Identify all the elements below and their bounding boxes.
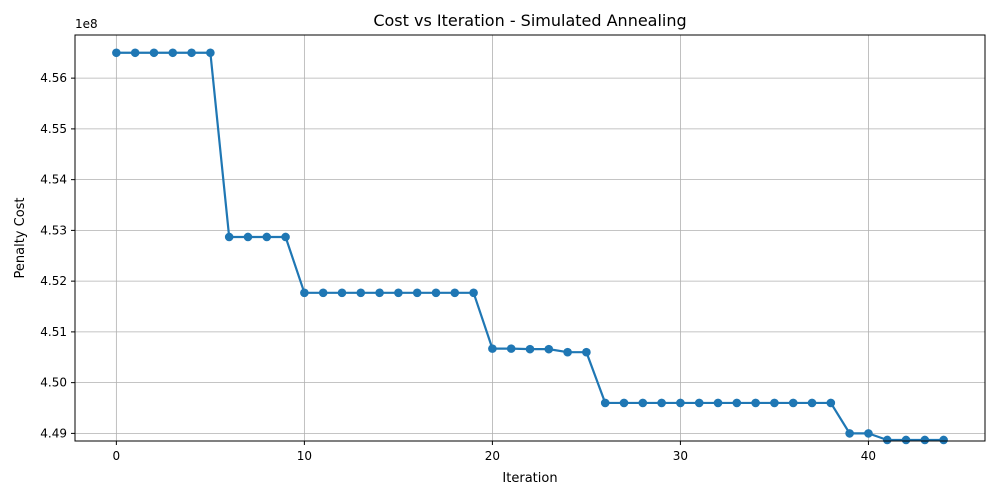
y-tick-label: 4.54 <box>40 173 67 187</box>
axis-ticks: 0 10 20 30 40 4.49 4.50 4.51 4.52 4.53 4.54 4.55 4.5… <box>40 71 876 463</box>
grid <box>75 35 985 441</box>
y-tick-label: 4.51 <box>40 325 67 339</box>
data-point <box>864 429 873 438</box>
data-point <box>826 398 836 408</box>
y-tick-label: 4.50 <box>40 376 67 390</box>
x-tick-label: 20 <box>485 449 500 463</box>
data-point <box>920 435 930 445</box>
data-point <box>770 398 779 408</box>
data-point <box>619 398 629 408</box>
data-point <box>318 288 328 298</box>
data-point <box>713 398 723 408</box>
data-point <box>375 288 384 298</box>
y-tick-label: 4.49 <box>40 426 67 440</box>
y-axis-title: Penalty Cost <box>13 197 28 278</box>
data-point <box>600 398 610 408</box>
data-point <box>563 347 572 357</box>
series-layer <box>112 48 948 445</box>
data-point <box>882 435 892 445</box>
y-tick-label: 4.52 <box>40 274 67 288</box>
data-point <box>469 288 478 298</box>
y-tick-label: 4.55 <box>40 122 67 136</box>
data-point <box>525 344 535 354</box>
data-point <box>939 435 948 445</box>
x-tick-label: 40 <box>861 449 876 463</box>
data-point <box>901 435 911 445</box>
data-point <box>187 48 196 58</box>
data-point <box>788 398 798 408</box>
data-point <box>807 398 817 408</box>
data-point <box>582 347 591 357</box>
y-tick-label: 4.56 <box>40 71 67 85</box>
x-tick-label: 0 <box>113 449 121 463</box>
data-point <box>506 344 516 353</box>
data-point <box>149 48 159 58</box>
data-point <box>281 232 290 242</box>
data-point <box>224 232 234 242</box>
plot-area-frame <box>74 34 986 442</box>
data-point <box>356 288 366 298</box>
series-line <box>116 51 944 442</box>
data-point <box>262 232 272 242</box>
data-point <box>206 48 215 58</box>
data-point <box>638 398 648 408</box>
data-point <box>130 48 140 58</box>
data-point <box>845 429 854 438</box>
data-point <box>732 398 742 408</box>
data-point <box>337 288 347 298</box>
x-axis-title: Iteration <box>502 471 557 486</box>
data-point <box>394 288 403 298</box>
data-point <box>544 344 554 354</box>
data-point <box>751 398 760 408</box>
data-point <box>694 398 704 408</box>
data-point <box>657 398 666 408</box>
data-point <box>112 48 121 58</box>
data-point <box>243 232 253 242</box>
y-tick-label: 4.53 <box>40 223 67 237</box>
x-tick-label: 10 <box>297 449 312 463</box>
data-point <box>300 288 309 298</box>
data-point <box>450 288 460 298</box>
x-tick-label: 30 <box>673 449 688 463</box>
data-point <box>412 288 422 298</box>
data-point <box>431 288 441 298</box>
data-point <box>676 398 685 408</box>
data-point <box>168 48 178 58</box>
data-point <box>488 344 497 353</box>
chart-title: Cost vs Iteration - Simulated Annealing <box>373 11 686 30</box>
y-axis-offset-label: 1e8 <box>75 17 98 31</box>
